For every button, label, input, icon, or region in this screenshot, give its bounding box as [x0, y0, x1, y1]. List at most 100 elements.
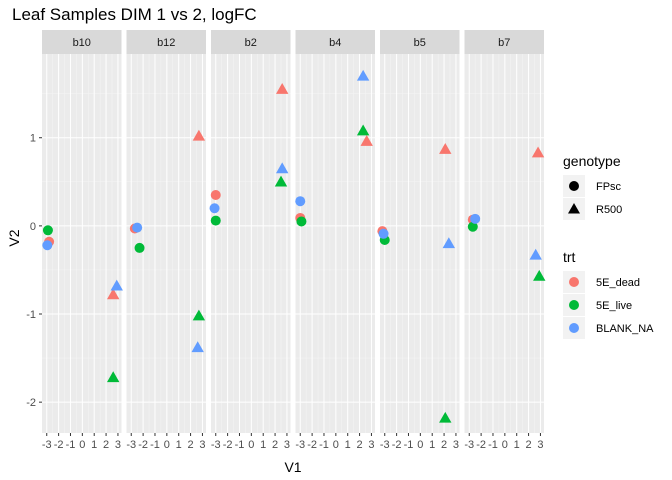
legend-title: genotype [563, 153, 621, 169]
facet-panel-b2: b2 -3 -2 -1 0 1 2 3 [209, 30, 291, 451]
x-tick-label: 2 [526, 439, 532, 451]
x-tick-label: -3 [464, 439, 474, 451]
point-BLANK_NA-FPsc [378, 228, 389, 239]
x-tick-label: 2 [272, 439, 278, 451]
x-tick-label: -2 [392, 439, 402, 451]
point-BLANK_NA-FPsc [295, 196, 306, 207]
x-tick-label: 1 [345, 439, 351, 451]
x-tick-label: -1 [319, 439, 329, 451]
legend-label: R500 [596, 204, 622, 216]
x-tick-label: -3 [295, 439, 305, 451]
point-5E_dead-R500 [531, 146, 545, 158]
x-tick-label: 3 [453, 439, 459, 451]
x-tick-label: 1 [260, 439, 266, 451]
x-tick-label: -3 [211, 439, 221, 451]
point-5E_live-FPsc [467, 221, 478, 232]
x-tick-label: -3 [126, 439, 136, 451]
facet-strip-label: b7 [498, 37, 510, 49]
x-tick-label: -3 [42, 439, 52, 451]
facet-panel-b10: b10 -3 -2 -1 0 1 2 3 [42, 30, 123, 451]
x-tick-label: -1 [150, 439, 160, 451]
x-tick-label: 3 [199, 439, 205, 451]
panel-background [295, 54, 375, 433]
legend-title: trt [563, 249, 576, 265]
y-tick-label: 1 [30, 133, 36, 145]
x-tick-label: 0 [417, 439, 423, 451]
facet-strip [380, 30, 460, 54]
facet-strip-label: b2 [245, 37, 257, 49]
legend-circle-icon [569, 181, 579, 191]
legend-color-swatch [569, 300, 579, 310]
point-5E_live-FPsc [210, 215, 221, 226]
x-tick-label: 0 [333, 439, 339, 451]
x-tick-label: -1 [66, 439, 76, 451]
x-tick-label: 1 [91, 439, 97, 451]
point-BLANK_NA-R500 [275, 162, 289, 174]
x-tick-label: 3 [537, 439, 543, 451]
y-axis: -2 -1 0 1 [26, 133, 42, 409]
x-tick-label: -1 [404, 439, 414, 451]
point-5E_live-R500 [356, 124, 370, 136]
x-axis-label: V1 [284, 459, 301, 475]
facet-strip [126, 30, 206, 54]
legend-color-swatch [569, 323, 579, 333]
facet-panel-b5: b5 -3 -2 -1 0 1 2 3 [377, 30, 460, 451]
point-BLANK_NA-FPsc [470, 213, 481, 224]
facet-strip [464, 30, 544, 54]
facet-strip [295, 30, 375, 54]
point-5E_live-FPsc [42, 225, 53, 236]
x-tick-label: -1 [488, 439, 498, 451]
x-tick-label: 2 [188, 439, 194, 451]
point-BLANK_NA-R500 [529, 248, 542, 260]
point-5E_live-R500 [274, 175, 288, 187]
y-tick-label: -1 [26, 309, 36, 321]
facet-strip [42, 30, 122, 54]
legend-trt: trt 5E_dead 5E_live BLANK_NA [563, 249, 654, 339]
x-tick-label: -2 [476, 439, 486, 451]
facet-strip [211, 30, 291, 54]
point-BLANK_NA-FPsc [209, 203, 220, 214]
point-5E_live-R500 [439, 411, 452, 423]
legend-genotype: genotype FPsc R500 [563, 153, 622, 220]
point-BLANK_NA-R500 [356, 69, 370, 81]
facet-strip-label: b5 [414, 37, 426, 49]
x-tick-label: 2 [441, 439, 447, 451]
point-5E_live-R500 [192, 309, 206, 321]
x-tick-label: 0 [248, 439, 254, 451]
x-tick-label: -2 [138, 439, 148, 451]
legend-color-swatch [569, 277, 579, 287]
x-tick-label: -1 [235, 439, 245, 451]
point-5E_dead-R500 [106, 288, 120, 300]
facet-strip-label: b12 [157, 37, 175, 49]
x-tick-label: 3 [115, 439, 121, 451]
x-tick-label: 0 [502, 439, 508, 451]
x-tick-label: 1 [514, 439, 520, 451]
x-tick-label: 1 [429, 439, 435, 451]
y-axis-label: V2 [6, 229, 22, 246]
x-tick-label: 3 [368, 439, 374, 451]
x-tick-label: 2 [357, 439, 363, 451]
legend-label: 5E_live [596, 300, 632, 312]
point-BLANK_NA-R500 [110, 279, 123, 291]
x-tick-label: 1 [176, 439, 182, 451]
x-tick-label: -2 [223, 439, 233, 451]
legend-label: 5E_dead [596, 277, 640, 289]
point-5E_live-FPsc [296, 216, 307, 227]
facet-panel-b7: b7 -3 -2 -1 0 1 2 3 [464, 30, 546, 451]
facet-strip-label: b10 [73, 37, 91, 49]
facet-strip-label: b4 [329, 37, 341, 49]
point-5E_dead-R500 [439, 142, 452, 154]
facet-panel-b12: b12 -3 -2 -1 0 1 2 3 [126, 30, 206, 451]
x-tick-label: 2 [103, 439, 109, 451]
point-5E_dead-R500 [360, 135, 373, 146]
chart-title: Leaf Samples DIM 1 vs 2, logFC [12, 5, 257, 24]
legend-label: BLANK_NA [596, 323, 654, 335]
panel-background [464, 54, 544, 433]
y-tick-label: -2 [26, 397, 36, 409]
x-tick-label: -3 [380, 439, 390, 451]
x-tick-label: 0 [164, 439, 170, 451]
x-tick-label: 0 [79, 439, 85, 451]
point-BLANK_NA-R500 [442, 237, 456, 249]
x-tick-label: -2 [307, 439, 317, 451]
